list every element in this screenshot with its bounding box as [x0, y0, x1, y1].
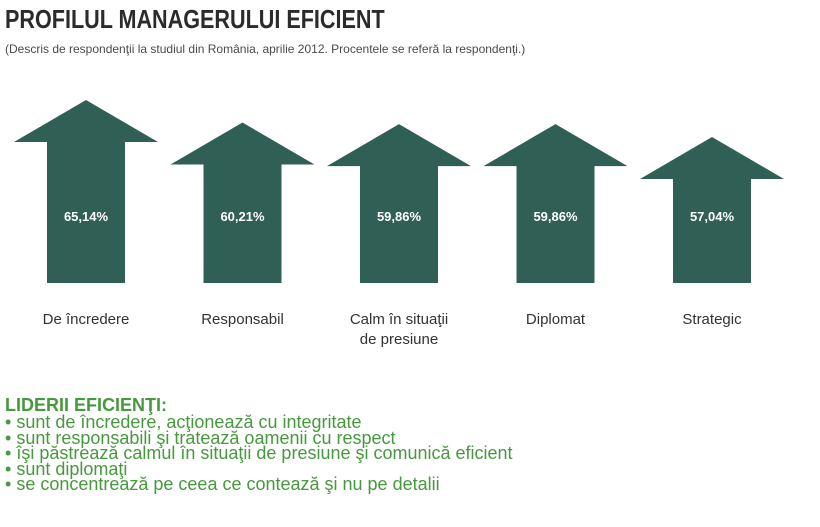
list-item: sunt diplomaţi — [5, 460, 513, 477]
category-label-5: Strategic — [682, 311, 742, 328]
list-item: sunt de încredere, acţionează cu integri… — [5, 413, 513, 430]
category-label-3: Calm în situaţii de presiune — [349, 311, 449, 348]
value-label-1: 65,14% — [63, 209, 109, 224]
category-label-1: De încredere — [42, 311, 130, 328]
category-label-2: Responsabil — [201, 311, 284, 328]
summary-heading: LIDERII EFICIENŢI: — [5, 395, 167, 415]
arrow-bar-3 — [327, 124, 471, 283]
arrow-bar-2 — [170, 122, 315, 283]
value-label-5: 57,04% — [689, 209, 735, 224]
arrow-bar-5 — [640, 137, 784, 283]
list-item: sunt responsabili şi tratează oamenii cu… — [5, 429, 513, 446]
value-label-2: 60,21% — [220, 209, 265, 224]
category-label-4: Diplomat — [525, 311, 586, 328]
value-label-3: 59,86% — [376, 209, 422, 224]
arrow-bar-4 — [483, 124, 628, 283]
arrow-bar-1 — [14, 100, 158, 283]
chart-subtitle: (Descris de respondenţii la studiul din … — [5, 42, 526, 56]
arrow-chart — [14, 100, 784, 283]
list-item: îşi păstrează calmul în situaţii de pres… — [5, 444, 512, 461]
summary-list: sunt de încredere, acţionează cu integri… — [5, 413, 513, 492]
value-label-4: 59,86% — [533, 209, 578, 224]
list-item: se concentrează pe ceea ce contează şi n… — [5, 475, 513, 492]
chart-title: PROFILUL MANAGERULUI EFICIENT — [5, 4, 385, 34]
